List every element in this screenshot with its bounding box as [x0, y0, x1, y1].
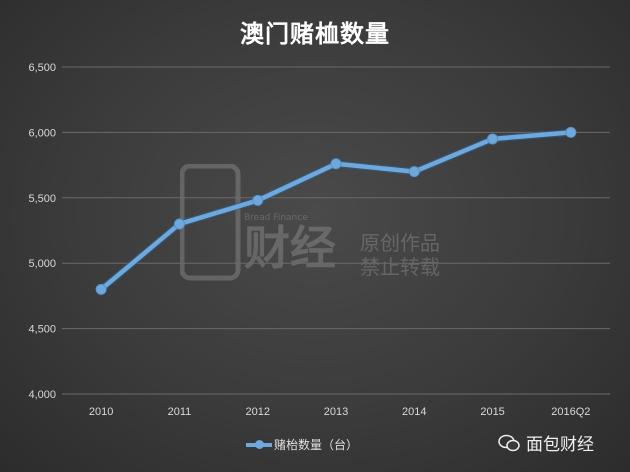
x-tick-label: 2010: [89, 406, 113, 418]
y-tick-label: 5,000: [28, 258, 56, 270]
y-tick-label: 4,000: [28, 389, 56, 401]
svg-text:禁止转载: 禁止转载: [360, 255, 440, 279]
data-point: [330, 158, 342, 170]
data-point: [95, 283, 107, 295]
x-tick-label: 2016Q2: [551, 406, 590, 418]
series-line-shadow: [98, 128, 572, 293]
x-tick-label: 2015: [480, 406, 504, 418]
x-tick-label: 2011: [168, 406, 192, 418]
data-point: [565, 126, 577, 138]
legend: 赌枱数量（台）: [246, 436, 358, 453]
series-line: [99, 130, 572, 292]
y-tick-label: 6,500: [28, 62, 56, 74]
x-tick-label: 2013: [324, 406, 348, 418]
data-point: [408, 166, 420, 178]
brand: 面包财经: [498, 430, 594, 455]
data-point: [487, 133, 499, 145]
y-tick-label: 6,000: [28, 127, 56, 139]
wechat-icon: [498, 434, 520, 451]
svg-text:Bread Finance: Bread Finance: [244, 213, 308, 223]
y-tick-label: 4,500: [28, 324, 56, 336]
svg-text:财经: 财经: [244, 221, 336, 275]
data-point: [252, 194, 264, 206]
y-tick-label: 5,500: [28, 193, 56, 205]
watermark-logo: 财经 原创作品 禁止转载 Bread Finance: [179, 163, 480, 288]
x-tick-label: 2012: [245, 406, 269, 418]
brand-label: 面包财经: [526, 435, 594, 455]
svg-text:原创作品: 原创作品: [360, 231, 440, 255]
data-point: [173, 218, 185, 230]
legend-label: 赌枱数量（台）: [274, 438, 359, 452]
legend-swatch: [246, 439, 272, 449]
chart-title: 澳门赌桖数量: [240, 20, 390, 48]
x-tick-label: 2014: [402, 406, 426, 418]
